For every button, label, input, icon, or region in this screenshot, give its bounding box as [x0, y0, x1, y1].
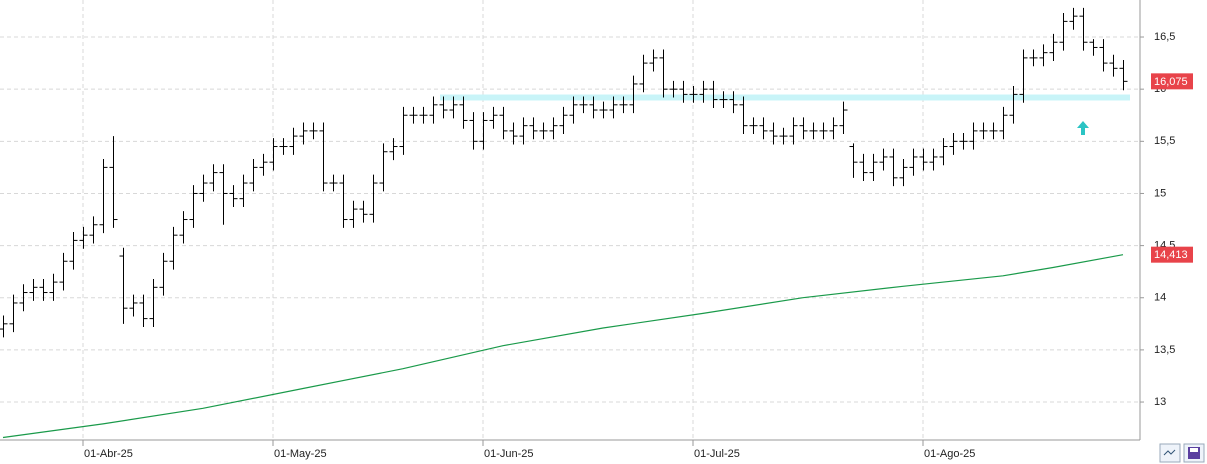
price-tag — [1151, 246, 1193, 263]
grid — [0, 0, 1144, 446]
price-tag-label: 14,413 — [1154, 249, 1188, 261]
moving-average — [2, 254, 1124, 439]
x-tick-label: 01-Ago-25 — [924, 448, 975, 460]
x-tick-label: 01-Jun-25 — [484, 448, 534, 460]
plot — [0, 7, 1130, 439]
price-tag-label: 16,075 — [1154, 76, 1188, 88]
price-tag — [1151, 73, 1193, 90]
labels: 1313,51414,51515,51616,501-Abr-2501-May-… — [84, 31, 1193, 460]
y-tick-label: 15 — [1154, 187, 1166, 199]
y-tick-label: 13,5 — [1154, 344, 1175, 356]
signal-arrow — [1077, 121, 1089, 135]
y-tick-label: 14 — [1154, 292, 1166, 304]
x-tick-label: 01-Jul-25 — [694, 448, 740, 460]
y-tick-label: 13 — [1154, 396, 1166, 408]
x-tick-label: 01-Abr-25 — [84, 448, 133, 460]
x-tick-label: 01-May-25 — [274, 448, 327, 460]
zoom-icon — [1163, 449, 1176, 456]
save-icon-slot — [1190, 448, 1198, 452]
y-tick-label: 16,5 — [1154, 31, 1175, 43]
y-tick-label: 15,5 — [1154, 135, 1175, 147]
